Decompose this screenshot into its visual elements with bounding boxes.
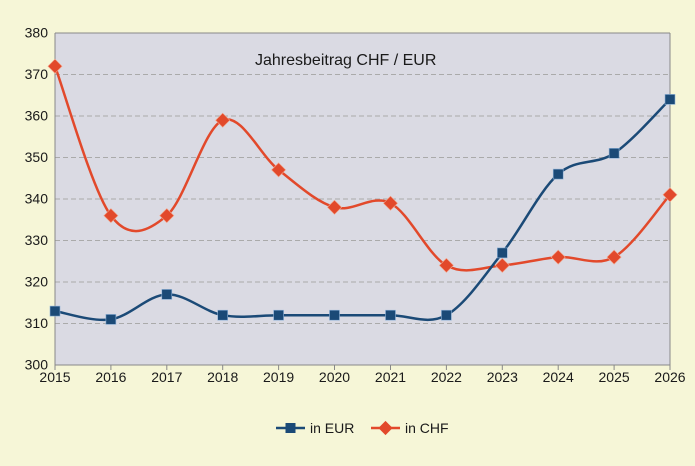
- svg-text:2016: 2016: [95, 369, 126, 385]
- svg-text:320: 320: [25, 274, 49, 290]
- svg-text:2025: 2025: [599, 369, 630, 385]
- svg-text:2019: 2019: [263, 369, 294, 385]
- svg-text:in EUR: in EUR: [310, 420, 354, 436]
- svg-text:in CHF: in CHF: [405, 420, 449, 436]
- svg-text:2017: 2017: [151, 369, 182, 385]
- svg-text:2018: 2018: [207, 369, 238, 385]
- svg-text:360: 360: [25, 108, 49, 124]
- svg-text:2022: 2022: [431, 369, 462, 385]
- svg-text:2015: 2015: [39, 369, 70, 385]
- svg-text:350: 350: [25, 149, 49, 165]
- svg-text:370: 370: [25, 66, 49, 82]
- svg-text:2021: 2021: [375, 369, 406, 385]
- svg-text:380: 380: [25, 25, 49, 41]
- svg-text:330: 330: [25, 232, 49, 248]
- svg-text:2023: 2023: [487, 369, 518, 385]
- svg-text:340: 340: [25, 191, 49, 207]
- svg-text:2024: 2024: [543, 369, 574, 385]
- svg-text:310: 310: [25, 315, 49, 331]
- svg-text:2020: 2020: [319, 369, 350, 385]
- svg-text:Jahresbeitrag CHF / EUR: Jahresbeitrag CHF / EUR: [255, 52, 436, 69]
- svg-text:2026: 2026: [654, 369, 685, 385]
